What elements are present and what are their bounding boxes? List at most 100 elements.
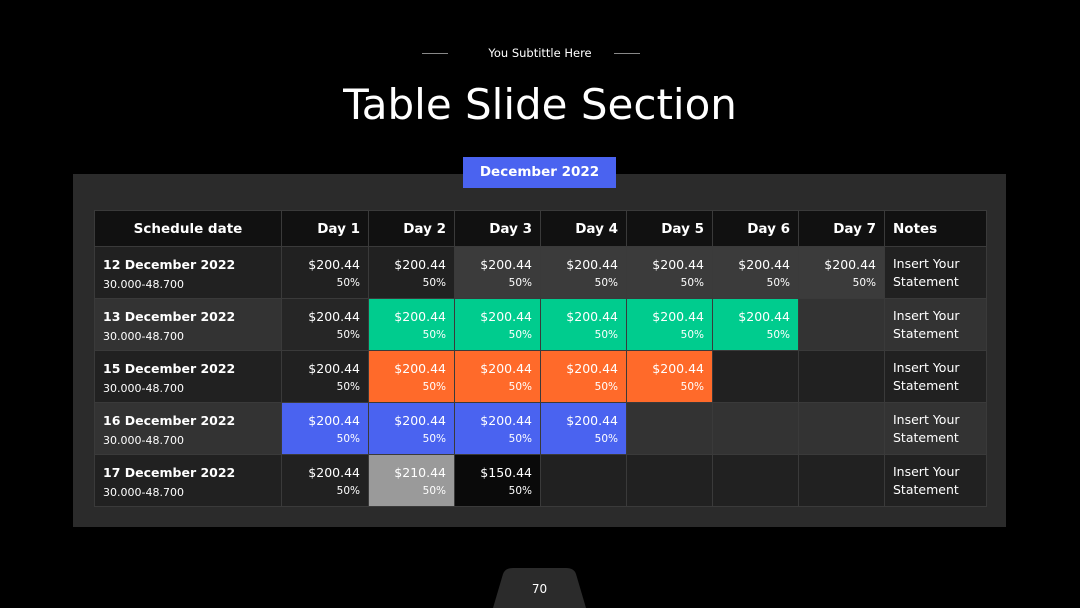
percent: 50% (594, 329, 618, 341)
table-row: 13 December 2022 30.000-48.700 $200.44 50% $… (94, 298, 987, 351)
day-cell: $200.44 50% (368, 246, 455, 299)
amount: $200.44 (308, 465, 360, 480)
percent: 50% (422, 485, 446, 497)
percent: 50% (422, 277, 446, 289)
amount: $200.44 (738, 257, 790, 272)
percent: 50% (336, 381, 360, 393)
day-cell: $150.44 50% (454, 454, 541, 507)
day-cell: $200.44 50% (540, 350, 627, 403)
column-header: Notes (884, 210, 987, 247)
day-cell: $200.44 50% (540, 402, 627, 455)
amount: $200.44 (652, 257, 704, 272)
amount: $150.44 (480, 465, 532, 480)
day-cell (712, 454, 799, 507)
day-cell: $200.44 50% (712, 246, 799, 299)
date-cell: 17 December 2022 30.000-48.700 (94, 454, 282, 507)
amount: $200.44 (394, 413, 446, 428)
amount: $200.44 (308, 309, 360, 324)
percent: 50% (336, 433, 360, 445)
percent: 50% (766, 277, 790, 289)
percent: 50% (766, 329, 790, 341)
month-badge: December 2022 (463, 157, 616, 188)
column-header: Day 5 (626, 210, 713, 247)
amount: $200.44 (308, 257, 360, 272)
date-cell: 13 December 2022 30.000-48.700 (94, 298, 282, 351)
percent: 50% (508, 381, 532, 393)
amount: $210.44 (394, 465, 446, 480)
subtitle: You Subtittle Here (488, 46, 592, 60)
amount: $200.44 (652, 361, 704, 376)
notes-cell: Insert Your Statement (884, 350, 987, 403)
day-cell: $200.44 50% (281, 350, 369, 403)
column-header: Day 1 (281, 210, 369, 247)
notes-cell: Insert Your Statement (884, 246, 987, 299)
amount: $200.44 (308, 413, 360, 428)
notes-cell: Insert Your Statement (884, 402, 987, 455)
percent: 50% (422, 433, 446, 445)
percent: 50% (680, 277, 704, 289)
table-row: 16 December 2022 30.000-48.700 $200.44 50% $… (94, 402, 987, 455)
day-cell: $200.44 50% (454, 298, 541, 351)
date: 16 December 2022 (103, 413, 236, 428)
day-cell: $200.44 50% (454, 246, 541, 299)
amount: $200.44 (566, 257, 618, 272)
day-cell: $200.44 50% (281, 454, 369, 507)
day-cell: $200.44 50% (626, 246, 713, 299)
day-cell: $200.44 50% (368, 350, 455, 403)
day-cell: $200.44 50% (281, 246, 369, 299)
day-cell (798, 402, 885, 455)
column-header: Day 6 (712, 210, 799, 247)
day-cell: $200.44 50% (540, 298, 627, 351)
amount: $200.44 (566, 413, 618, 428)
amount: $200.44 (480, 257, 532, 272)
day-cell (712, 402, 799, 455)
amount: $200.44 (308, 361, 360, 376)
amount: $200.44 (566, 361, 618, 376)
subtitle-rule (614, 53, 640, 54)
day-cell (712, 350, 799, 403)
percent: 50% (594, 381, 618, 393)
range: 30.000-48.700 (103, 434, 184, 447)
date: 12 December 2022 (103, 257, 236, 272)
percent: 50% (422, 329, 446, 341)
day-cell: $200.44 50% (712, 298, 799, 351)
day-cell: $200.44 50% (454, 350, 541, 403)
table-row: 12 December 2022 30.000-48.700 $200.44 50% $… (94, 246, 987, 299)
title: Table Slide Section (343, 80, 737, 129)
date: 15 December 2022 (103, 361, 236, 376)
date-cell: 15 December 2022 30.000-48.700 (94, 350, 282, 403)
range: 30.000-48.700 (103, 330, 184, 343)
amount: $200.44 (480, 309, 532, 324)
percent: 50% (336, 329, 360, 341)
range: 30.000-48.700 (103, 278, 184, 291)
notes-cell: Insert Your Statement (884, 298, 987, 351)
day-cell (798, 350, 885, 403)
amount: $200.44 (824, 257, 876, 272)
percent: 50% (336, 485, 360, 497)
page-tab (493, 568, 586, 608)
percent: 50% (508, 485, 532, 497)
day-cell (626, 402, 713, 455)
percent: 50% (680, 381, 704, 393)
percent: 50% (422, 381, 446, 393)
header-row: Schedule date Day 1 Day 2 Day 3 Day 4 Day 5 Da… (94, 210, 987, 247)
day-cell (798, 298, 885, 351)
day-cell: $200.44 50% (626, 350, 713, 403)
percent: 50% (508, 329, 532, 341)
day-cell: $200.44 50% (454, 402, 541, 455)
table-row: 17 December 2022 30.000-48.700 $200.44 50% $… (94, 454, 987, 507)
table-row: 15 December 2022 30.000-48.700 $200.44 50% $… (94, 350, 987, 403)
column-header: Day 2 (368, 210, 455, 247)
page-number: 70 (531, 582, 548, 596)
amount: $200.44 (480, 361, 532, 376)
date-cell: 12 December 2022 30.000-48.700 (94, 246, 282, 299)
percent: 50% (508, 433, 532, 445)
amount: $200.44 (394, 309, 446, 324)
notes-cell: Insert Your Statement (884, 454, 987, 507)
date-cell: 16 December 2022 30.000-48.700 (94, 402, 282, 455)
day-cell: $200.44 50% (626, 298, 713, 351)
day-cell (626, 454, 713, 507)
range: 30.000-48.700 (103, 382, 184, 395)
amount: $200.44 (480, 413, 532, 428)
